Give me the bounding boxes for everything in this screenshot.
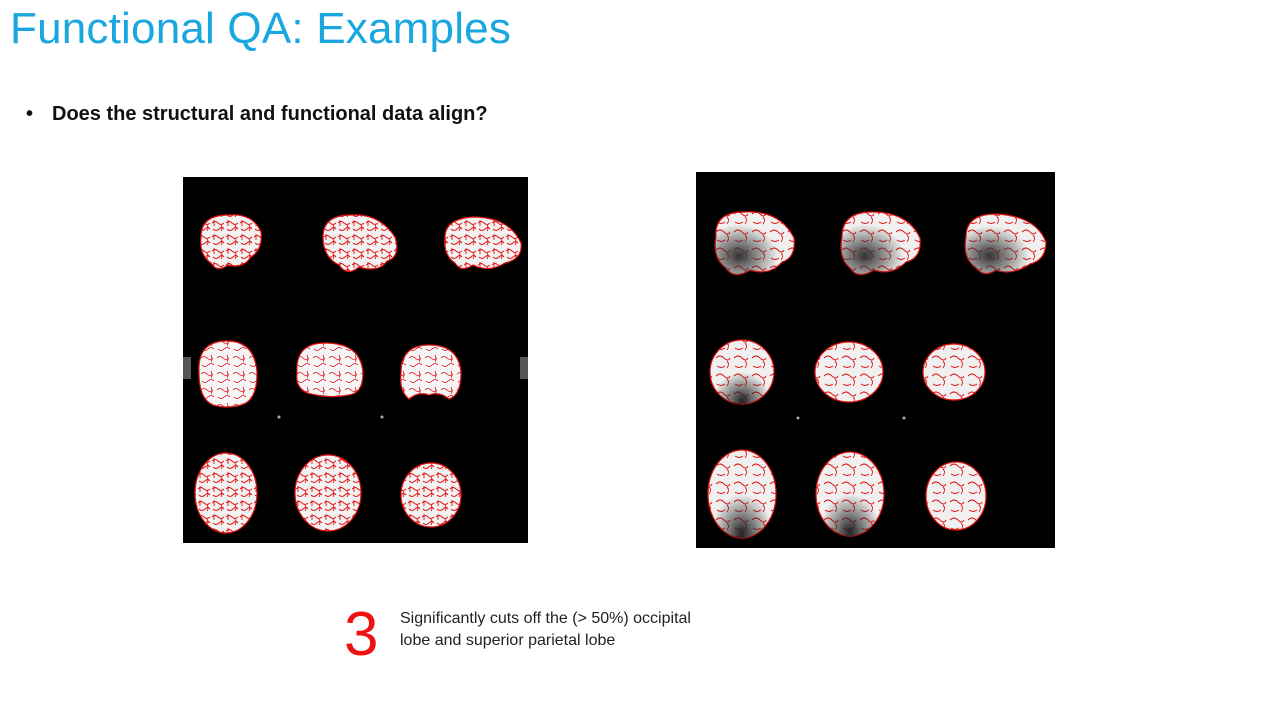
right-slice-cor-3 xyxy=(922,343,986,401)
left-slice-ax-3 xyxy=(400,462,462,528)
qa-rating: 3 xyxy=(344,600,379,669)
right-montage-svg xyxy=(707,211,1047,539)
qa-note-line-1: Significantly cuts off the (> 50%) occip… xyxy=(400,610,691,627)
qa-note: Significantly cuts off the (> 50%) occip… xyxy=(400,608,730,652)
left-slice-sag-1 xyxy=(200,214,262,270)
left-slice-cor-1 xyxy=(198,340,258,408)
left-slice-ax-2 xyxy=(294,454,362,532)
bullet-item: • Does the structural and functional dat… xyxy=(26,103,488,126)
left-slice-sag-3 xyxy=(444,216,522,270)
slide-title: Functional QA: Examples xyxy=(10,4,512,53)
qa-note-line-2: lobe and superior parietal lobe xyxy=(400,632,616,649)
right-slice-cor-2 xyxy=(814,341,884,403)
left-slice-ax-1 xyxy=(194,452,258,534)
right-slice-ax-3 xyxy=(925,461,987,531)
left-slice-cor-2 xyxy=(296,342,364,398)
bullet-text: Does the structural and functional data … xyxy=(52,103,488,125)
left-slice-cor-3 xyxy=(400,344,462,400)
left-montage-svg xyxy=(183,214,528,534)
left-slice-sag-2 xyxy=(322,214,398,273)
bullet-dot-icon: • xyxy=(26,103,34,125)
right-brain-montage xyxy=(696,172,1055,548)
left-brain-montage xyxy=(183,177,528,543)
